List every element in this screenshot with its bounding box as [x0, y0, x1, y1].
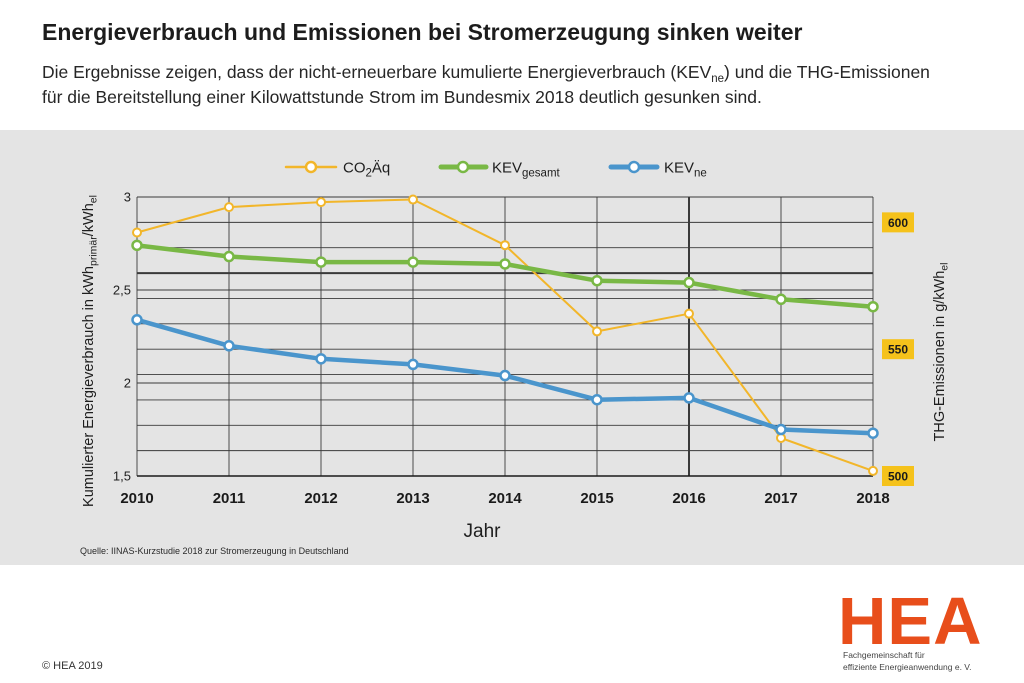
series-kev-gesamt	[131, 239, 879, 313]
x-tick-label: 2015	[580, 490, 613, 507]
x-axis-label: Jahr	[464, 521, 502, 542]
y-axis-left-label-part: el	[88, 195, 100, 203]
data-point	[867, 427, 879, 439]
data-point	[591, 274, 603, 287]
legend-label: CO2Äq	[343, 160, 390, 180]
data-point	[775, 293, 787, 306]
y2-tick-label: 550	[888, 343, 908, 357]
y-axis-left-label-part: Kumulierter Energieverbrauch in kWh	[81, 266, 97, 507]
legend-label: KEVne	[664, 160, 707, 180]
page-subtitle: Die Ergebnisse zeigen, dass der nicht-er…	[42, 60, 930, 110]
data-point	[315, 353, 327, 365]
subtitle-subscript: ne	[711, 73, 725, 85]
data-point	[500, 240, 510, 251]
subtitle-line-1: Die Ergebnisse zeigen, dass der nicht-er…	[42, 60, 930, 85]
data-point	[407, 256, 419, 268]
y2-tick-box	[882, 466, 914, 486]
data-point	[224, 202, 234, 213]
y-axis-left-label-part: primär	[88, 236, 100, 266]
x-tick-label: 2016	[672, 490, 705, 507]
legend-marker	[304, 160, 318, 174]
y-axis-right-label: THG-Emissionen in g/kWhel	[932, 262, 951, 441]
data-point	[683, 392, 695, 404]
y-tick-label: 3	[124, 190, 131, 205]
series-kev-ne	[131, 314, 879, 439]
y2-tick-box	[882, 212, 914, 233]
y2-tick-box	[882, 339, 914, 360]
y2-tick-label: 500	[888, 470, 908, 484]
data-point	[407, 358, 419, 371]
y2-tick: 600	[882, 212, 914, 233]
y-tick-label: 1,5	[113, 469, 131, 484]
y2-tick: 500	[882, 466, 914, 486]
logo-wordmark: HEA	[838, 584, 983, 659]
data-point	[592, 326, 602, 337]
data-point	[131, 314, 143, 326]
data-point	[775, 423, 787, 436]
data-point	[867, 300, 879, 313]
legend-label-subscript: gesamt	[522, 168, 561, 180]
data-point	[132, 227, 142, 238]
data-point	[499, 369, 511, 382]
data-point	[684, 308, 694, 319]
grid	[136, 196, 874, 477]
y-axis-right-label-part: THG-Emissionen in g/kWh	[932, 271, 948, 442]
y-axis-left-label: Kumulierter Energieverbrauch in kWhprimä…	[81, 195, 100, 507]
subtitle-text-end: ) und die THG-Emissionen	[724, 62, 930, 82]
x-axis-ticks: 2010 2011 2012 2013 2014 2015 2016 2017 2018	[120, 490, 889, 507]
legend-label-text: KEV	[664, 160, 694, 177]
copyright-note: © HEA 2019	[42, 660, 103, 672]
source-note: Quelle: IINAS-Kurzstudie 2018 zur Strome…	[80, 546, 349, 556]
legend-label-suffix: Äq	[372, 160, 390, 177]
legend-label-text: KEV	[492, 160, 522, 177]
legend-item-co2: CO2Äq	[284, 160, 390, 180]
legend-label-text: CO	[343, 160, 366, 177]
y-tick-label: 2,5	[113, 283, 131, 298]
y2-tick-label: 600	[888, 216, 908, 230]
series-co2	[132, 194, 878, 476]
legend-item-kev-ne: KEVne	[608, 160, 707, 180]
legend-label-subscript: ne	[694, 168, 707, 180]
data-point	[131, 239, 143, 252]
data-point	[868, 465, 878, 476]
y2-tick: 550	[882, 339, 914, 360]
subtitle-text-start: Die Ergebnisse zeigen, dass der nicht-er…	[42, 62, 712, 82]
y-axis-left-label-part: /kWh	[81, 203, 97, 236]
y-axis-right-ticks: 600 550 500	[882, 212, 914, 486]
x-tick-label: 2010	[120, 490, 153, 507]
x-tick-label: 2011	[213, 490, 246, 507]
chart-panel: 3 2,5 2 1,5 600 550 500 2010 2011 2012 2013 2014 201…	[0, 130, 1024, 565]
data-point	[223, 250, 235, 263]
data-point	[223, 340, 235, 352]
data-point	[683, 276, 695, 289]
x-tick-label: 2012	[304, 490, 337, 507]
data-point	[316, 197, 326, 208]
x-tick-label: 2018	[856, 490, 889, 507]
data-point	[591, 393, 603, 406]
x-tick-label: 2017	[764, 490, 797, 507]
logo-org-line-1: Fachgemeinschaft für	[843, 650, 925, 660]
legend: CO2Äq KEVgesamt KEVne	[284, 160, 707, 180]
y-axis-right-label-part: el	[939, 262, 951, 270]
logo-org-line-2: effiziente Energieanwendung e. V.	[843, 662, 972, 672]
data-point	[499, 258, 511, 270]
data-point	[315, 256, 327, 268]
hea-logo: HEA Fachgemeinschaft für effiziente Ener…	[838, 588, 988, 678]
legend-label: KEVgesamt	[492, 160, 561, 180]
page-title: Energieverbrauch und Emissionen bei Stro…	[42, 19, 803, 45]
subtitle-line-2: für die Bereitstellung einer Kilowattstu…	[42, 87, 762, 107]
data-point	[408, 194, 418, 205]
y-axis-left-ticks: 3 2,5 2 1,5	[113, 190, 131, 484]
y-tick-label: 2	[124, 376, 131, 391]
x-tick-label: 2014	[488, 490, 522, 507]
x-tick-label: 2013	[396, 490, 429, 507]
legend-label-subscript: 2	[366, 168, 372, 180]
legend-item-kev-gesamt: KEVgesamt	[438, 160, 561, 180]
legend-marker	[627, 160, 641, 174]
legend-marker	[456, 160, 470, 174]
